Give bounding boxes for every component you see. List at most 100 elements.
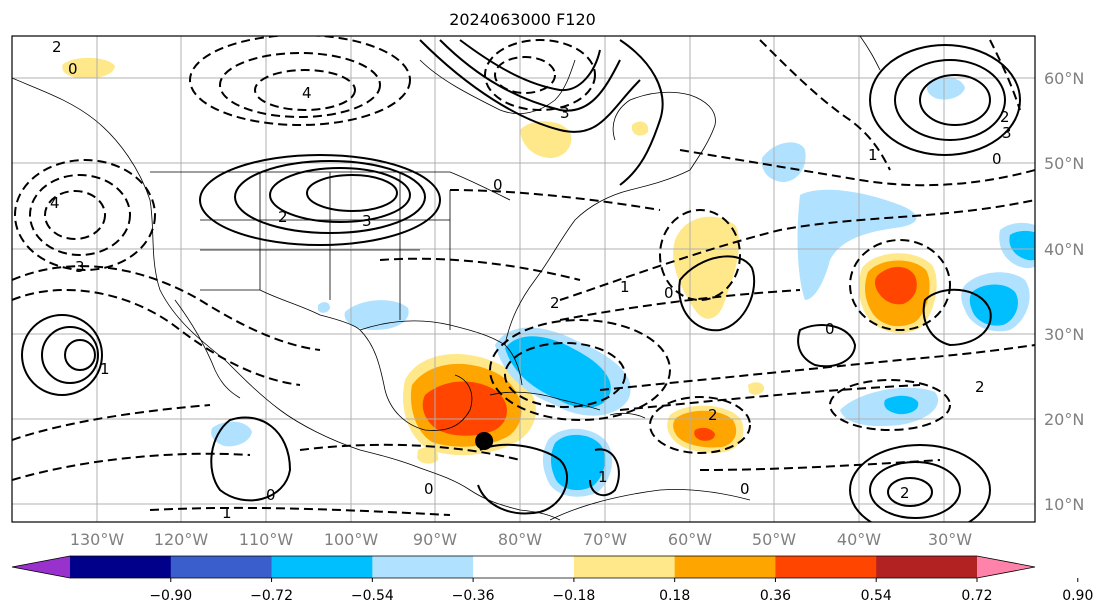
contour-label: 3 <box>560 104 570 122</box>
contour-lines <box>12 36 1035 522</box>
contour-label: 1 <box>620 278 630 296</box>
gulf-of-mexico-coast <box>359 329 473 431</box>
lon-label: 130°W <box>70 530 125 549</box>
contour-label: 2 <box>900 484 910 502</box>
positive-anomaly-area <box>874 266 917 305</box>
colorbar-segment <box>674 556 776 578</box>
positive-anomaly-area <box>632 121 649 136</box>
lon-label: 120°W <box>154 530 209 549</box>
contour-label: 1 <box>868 146 878 164</box>
contour-label: 4 <box>50 194 60 212</box>
baja-california <box>174 299 241 399</box>
colorbar-tick-label: 0.54 <box>861 588 892 604</box>
colorbar-segment <box>271 556 373 578</box>
latitude-axis: 60°N 50°N 40°N 30°N 20°N 10°N <box>1044 69 1084 514</box>
colorbar-tick-label: 0.90 <box>1062 588 1093 604</box>
colorbar-tick-label: 0.18 <box>659 588 690 604</box>
colorbar-segment <box>70 556 172 578</box>
colorbar-segment <box>372 556 474 578</box>
colorbar: −0.90 −0.72 −0.54 −0.36 −0.18 0.18 0.36 0.54 0.7… <box>11 555 1093 604</box>
contour-label: 3 <box>75 258 85 276</box>
colorbar-segment <box>170 556 273 578</box>
central-america <box>419 467 561 521</box>
us-mexico-border <box>200 289 361 331</box>
lon-label: 30°W <box>928 530 972 549</box>
negative-anomaly-area <box>318 302 330 313</box>
contour-label: 0 <box>68 60 78 78</box>
positive-anomaly-area <box>62 57 115 79</box>
contour-label: 2 <box>52 38 62 56</box>
lat-label: 10°N <box>1044 495 1084 514</box>
lat-label: 30°N <box>1044 325 1084 344</box>
lon-label: 110°W <box>239 530 294 549</box>
lon-label: 70°W <box>583 530 627 549</box>
lat-label: 40°N <box>1044 240 1084 259</box>
map-title: 2024063000 F120 <box>449 10 596 29</box>
contour-label: 1 <box>222 504 232 522</box>
north-america-west-coast <box>12 77 421 469</box>
longitude-axis: 130°W 120°W 110°W 100°W 90°W 80°W 70°W 6… <box>70 530 972 549</box>
south-america-coast <box>549 489 751 521</box>
storm-center-marker <box>475 432 494 450</box>
contour-label: 0 <box>825 320 835 338</box>
contour-labels: 2 0 4 3 1 2 3 4 3 0 1 2 0 2 1 0 2 0 1 2 … <box>50 38 1012 522</box>
colorbar-segment <box>876 556 978 578</box>
canada-east-coast <box>612 91 716 171</box>
us-canada-border <box>150 171 511 201</box>
contour-label: 2 <box>550 294 560 312</box>
negative-anomaly-area <box>1009 230 1035 261</box>
gulf-coast-us <box>359 320 523 386</box>
contour-label: 0 <box>664 284 674 302</box>
lon-label: 100°W <box>324 530 379 549</box>
contour-label: 2 <box>278 208 288 226</box>
contour-label: 2 <box>708 406 718 424</box>
lon-label: 50°W <box>752 530 796 549</box>
contour-label: 0 <box>992 150 1002 168</box>
negative-contours <box>12 36 1035 516</box>
colorbar-tick-label: −0.72 <box>250 588 293 604</box>
cuba <box>489 391 601 411</box>
contour-label: 2 <box>1000 108 1010 126</box>
contour-label: 0 <box>266 486 276 504</box>
lat-label: 50°N <box>1044 154 1084 173</box>
colorbar-segment <box>473 556 575 578</box>
negative-anomaly-area <box>884 395 919 415</box>
colorbar-segment <box>573 556 676 578</box>
contour-label: 0 <box>493 176 503 194</box>
positive-anomaly-area <box>417 447 439 464</box>
negative-anomaly-area <box>969 284 1018 326</box>
positive-contours <box>21 39 1021 522</box>
us-east-coast <box>504 169 691 346</box>
contour-label: 0 <box>424 480 434 498</box>
greenland-coast <box>859 36 881 71</box>
lat-label: 20°N <box>1044 410 1084 429</box>
colorbar-tick-label: −0.36 <box>452 588 495 604</box>
negative-anomaly-area <box>550 434 606 491</box>
contour-label: 1 <box>598 468 608 486</box>
contour-label: 1 <box>100 360 110 378</box>
lon-label: 90°W <box>413 530 457 549</box>
hudson-bay-coast <box>419 59 576 114</box>
positive-anomaly-area <box>748 382 765 395</box>
lon-label: 40°W <box>837 530 881 549</box>
lon-label: 60°W <box>668 530 712 549</box>
positive-anomaly-area <box>694 427 715 441</box>
negative-anomaly-area <box>761 142 806 182</box>
colorbar-extend-low <box>12 556 70 578</box>
lon-label: 80°W <box>498 530 542 549</box>
negative-anomaly-area <box>926 77 965 100</box>
colorbar-extend-high <box>977 556 1035 578</box>
map-frame <box>11 35 1036 523</box>
colorbar-tick-label: 0.72 <box>961 588 992 604</box>
contour-label: 0 <box>740 480 750 498</box>
colorbar-tick-label: −0.18 <box>552 588 595 604</box>
contour-label: 2 <box>975 378 985 396</box>
map-panel: 2 0 4 3 1 2 3 4 3 0 1 2 0 2 1 0 2 0 1 2 … <box>12 36 1035 522</box>
colorbar-outline <box>11 555 1036 579</box>
colorbar-tick-label: −0.90 <box>149 588 192 604</box>
positive-anomaly-area <box>422 381 508 436</box>
contour-label: 3 <box>362 212 372 230</box>
coastlines <box>12 36 881 521</box>
graticule <box>12 36 1035 522</box>
